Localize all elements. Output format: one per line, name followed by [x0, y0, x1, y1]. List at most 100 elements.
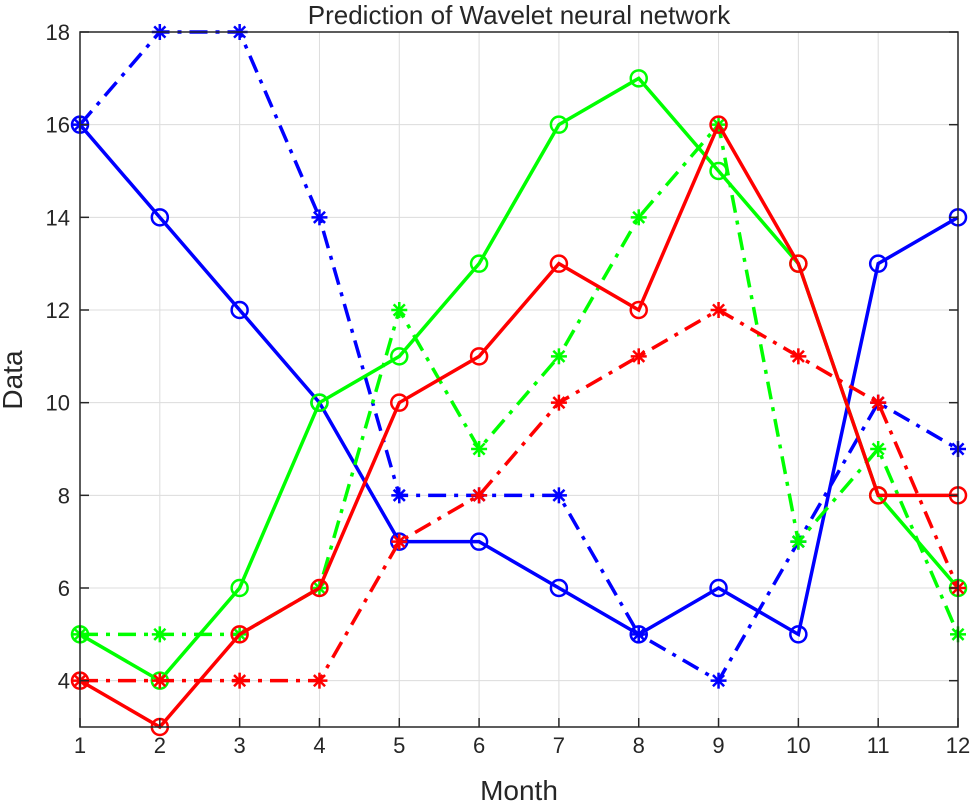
data-point: [150, 208, 170, 227]
data-point: [789, 625, 808, 644]
x-tick-label: 3: [234, 733, 246, 758]
data-point: [550, 394, 567, 411]
data-point: [870, 441, 887, 457]
data-point: [471, 441, 488, 457]
y-tick-label: 10: [46, 391, 70, 416]
x-tick-label: 8: [633, 733, 645, 758]
star-stroke: [632, 349, 646, 363]
x-tick-label: 2: [154, 733, 166, 758]
x-tick-label: 1: [74, 733, 86, 758]
data-point: [710, 672, 727, 689]
data-point: [549, 115, 569, 134]
data-point: [230, 578, 249, 598]
star-stroke: [233, 674, 247, 688]
star-stroke: [552, 349, 566, 363]
x-tick-label: 11: [867, 733, 890, 758]
star-stroke: [791, 535, 805, 549]
data-point: [710, 302, 727, 318]
x-tick-label: 7: [553, 733, 565, 758]
data-point: [310, 578, 329, 598]
y-tick-label: 4: [58, 669, 70, 694]
star-stroke: [871, 396, 885, 410]
data-point: [790, 533, 807, 550]
series-red-actual: [70, 115, 968, 737]
data-point: [391, 487, 408, 504]
y-tick-label: 6: [58, 576, 70, 601]
data-point: [311, 672, 328, 689]
data-point: [151, 626, 168, 643]
data-point: [709, 115, 728, 134]
x-tick-label: 6: [473, 733, 485, 758]
y-tick-label: 16: [46, 113, 70, 138]
data-point: [230, 625, 249, 644]
star-stroke: [791, 349, 805, 363]
data-point: [789, 254, 808, 273]
star-stroke: [871, 442, 885, 456]
axes-box: [79, 31, 959, 728]
y-tick-label: 14: [46, 205, 70, 230]
y-axis-label: Data: [0, 350, 28, 410]
star-stroke: [153, 627, 167, 641]
data-point: [630, 626, 647, 643]
series-line: [79, 76, 960, 683]
star-stroke: [632, 210, 646, 224]
data-point: [868, 486, 888, 505]
data-point: [151, 672, 168, 689]
data-point: [790, 348, 807, 365]
y-tick-label: 12: [46, 298, 70, 323]
star-stroke: [712, 674, 726, 688]
star-stroke: [392, 488, 406, 502]
series-group: [70, 24, 968, 737]
data-point: [311, 209, 328, 226]
data-point: [549, 254, 569, 273]
data-point: [471, 487, 488, 504]
star-stroke: [552, 488, 566, 502]
star-stroke: [472, 488, 486, 502]
x-tick-label: 10: [786, 733, 810, 758]
data-point: [231, 672, 248, 689]
data-point: [230, 300, 249, 320]
data-point: [870, 394, 887, 411]
data-point: [390, 347, 409, 366]
x-tick-label: 9: [712, 733, 724, 758]
star-stroke: [632, 627, 646, 641]
x-tick-label: 4: [313, 733, 325, 758]
x-tick-label: 5: [393, 733, 405, 758]
x-axis-label: Month: [480, 775, 558, 806]
series-green-actual: [70, 69, 968, 690]
star-stroke: [153, 674, 167, 688]
star-stroke: [392, 535, 406, 549]
data-point: [629, 69, 648, 88]
data-point: [868, 254, 888, 273]
y-tick-label: 18: [46, 20, 70, 45]
data-point: [469, 347, 489, 366]
x-tick-label: 12: [946, 733, 970, 758]
series-line: [79, 120, 958, 730]
data-point: [550, 487, 567, 504]
data-point: [391, 302, 408, 318]
star-stroke: [472, 442, 486, 456]
star-stroke: [552, 396, 566, 410]
data-point: [709, 578, 728, 598]
data-point: [630, 348, 647, 365]
data-point: [549, 578, 569, 598]
data-point: [390, 393, 409, 412]
data-point: [310, 393, 329, 412]
series-line: [78, 123, 959, 638]
data-point: [630, 209, 647, 226]
star-stroke: [312, 210, 326, 224]
chart-title: Prediction of Wavelet neural network: [308, 0, 731, 30]
star-stroke: [712, 303, 726, 317]
data-point: [629, 300, 648, 320]
data-point: [469, 532, 489, 551]
star-stroke: [392, 303, 406, 317]
y-tick-label: 8: [58, 483, 70, 508]
data-point: [391, 533, 408, 550]
star-stroke: [312, 674, 326, 688]
data-point: [469, 254, 489, 273]
series-line: [78, 30, 959, 684]
data-point: [550, 348, 567, 365]
series-line: [80, 120, 960, 637]
